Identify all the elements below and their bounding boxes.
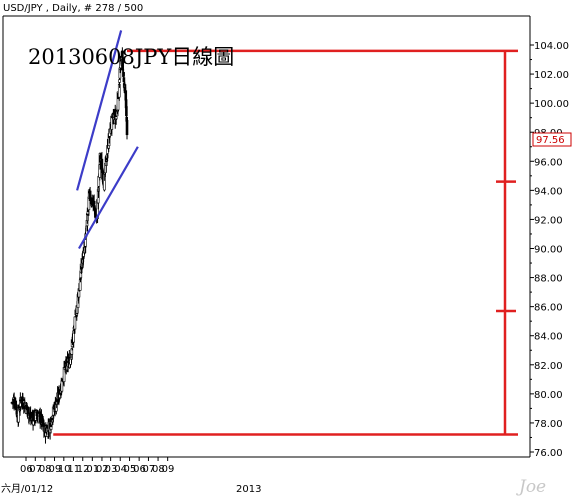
candle-body <box>114 116 118 120</box>
x-sub-label-start: 六月/01/12 <box>1 483 53 495</box>
candle-body <box>121 58 124 71</box>
y-tick-label: 84.00 <box>534 332 563 343</box>
x-tick-label: 06 <box>20 464 33 475</box>
x-tick-label: 07 <box>142 464 155 475</box>
y-tick-label: 92.00 <box>534 215 563 226</box>
candle-body <box>93 205 96 209</box>
x-sub-label-year: 2013 <box>236 484 261 495</box>
candle-body <box>60 380 64 392</box>
candle-body <box>49 426 53 430</box>
last-price-label: 97.56 <box>536 135 565 146</box>
trendline-lower-channel <box>78 146 139 250</box>
plot-frame <box>2 15 531 458</box>
x-tick-label: 07 <box>29 464 42 475</box>
x-tick-label: 03 <box>105 464 118 475</box>
trendline-upper-channel <box>76 30 123 191</box>
x-tick-label: 10 <box>58 464 71 475</box>
y-tick-label: 100.00 <box>534 99 569 110</box>
candle-body <box>73 316 77 330</box>
watermark-signature: Joe <box>516 477 546 497</box>
y-tick-label: 104.00 <box>534 41 569 52</box>
x-tick-label: 05 <box>124 464 137 475</box>
candle-body <box>125 119 129 136</box>
level-layer <box>53 49 518 436</box>
y-tick-label: 78.00 <box>534 419 563 430</box>
trendline-layer <box>76 30 139 250</box>
candle-body <box>118 79 121 83</box>
x-tick-label: 02 <box>96 464 109 475</box>
x-tick-label: 09 <box>162 464 175 475</box>
y-tick-label: 76.00 <box>534 448 563 459</box>
y-tick-label: 80.00 <box>534 390 563 401</box>
x-tick-label: 12 <box>77 464 90 475</box>
x-tick-label: 04 <box>114 464 127 475</box>
x-tick-label: 09 <box>49 464 62 475</box>
last-price-box <box>532 132 572 147</box>
x-tick-label: 08 <box>39 464 52 475</box>
x-tick-label: 08 <box>152 464 165 475</box>
x-tick-label: 11 <box>67 464 80 475</box>
candle-body <box>88 190 92 201</box>
chart-title: 20130608JPY日線圖 <box>28 45 234 69</box>
y-tick-label: 102.00 <box>534 70 569 81</box>
y-tick-label: 96.00 <box>534 157 563 168</box>
y-tick-label: 82.00 <box>534 361 563 372</box>
chart-header: USD/JPY , Daily, # 278 / 500 <box>3 3 143 14</box>
candle-series <box>10 47 129 444</box>
candle-body <box>92 200 96 205</box>
y-tick-label: 90.00 <box>534 245 563 256</box>
x-tick-label: 06 <box>133 464 146 475</box>
x-tick-label: 01 <box>86 464 99 475</box>
y-tick-label: 88.00 <box>534 274 563 285</box>
y-tick-label: 86.00 <box>534 303 563 314</box>
y-tick-label: 94.00 <box>534 186 563 197</box>
